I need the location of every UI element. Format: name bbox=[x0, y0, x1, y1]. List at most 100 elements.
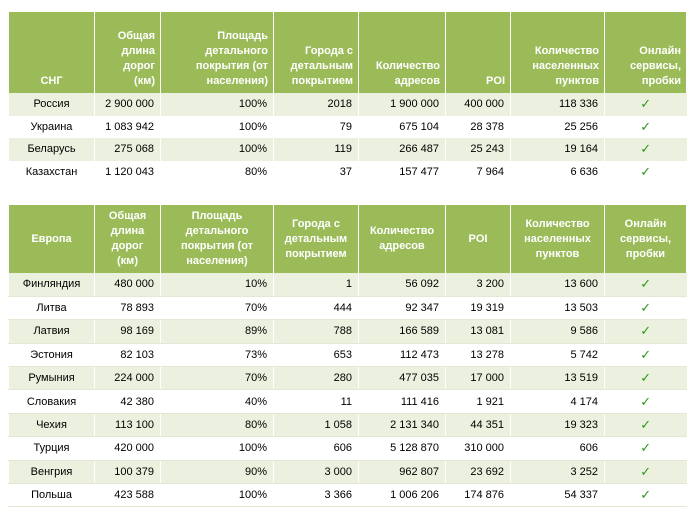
header-cell: Города с детальным покрытием bbox=[273, 12, 359, 93]
value-cell: 2018 bbox=[273, 93, 359, 116]
value-cell: 4 174 bbox=[510, 389, 605, 414]
value-cell: 118 336 bbox=[510, 93, 605, 116]
value-cell: 2 900 000 bbox=[94, 93, 161, 116]
value-cell: 423 588 bbox=[94, 483, 161, 508]
value-cell: 70% bbox=[160, 366, 274, 391]
value-cell: 25 243 bbox=[445, 138, 511, 161]
check-cell: ✓ bbox=[604, 93, 687, 116]
row-name: Латвия bbox=[8, 319, 95, 344]
table-row: Украина 1 083 942 100% 79 675 104 28 378 25 25… bbox=[8, 115, 687, 138]
check-cell: ✓ bbox=[604, 115, 687, 138]
value-cell: 100% bbox=[160, 138, 274, 161]
value-cell: 100% bbox=[160, 115, 274, 138]
value-cell: 79 bbox=[273, 115, 359, 138]
header-cell: POI bbox=[445, 205, 511, 273]
row-name: Румыния bbox=[8, 366, 95, 391]
value-cell: 54 337 bbox=[510, 483, 605, 508]
value-cell: 5 742 bbox=[510, 343, 605, 368]
value-cell: 3 366 bbox=[273, 483, 359, 508]
table-body: Финляндия 480 000 10% 1 56 092 3 200 13 600 ✓ Ли… bbox=[8, 273, 687, 508]
value-cell: 119 bbox=[273, 138, 359, 161]
table-row: Беларусь 275 068 100% 119 266 487 25 243 19 16… bbox=[8, 138, 687, 161]
row-name: Венгрия bbox=[8, 460, 95, 485]
row-name: Финляндия bbox=[8, 273, 95, 297]
row-name: Турция bbox=[8, 436, 95, 461]
header-cell: Количество населенных пунктов bbox=[510, 12, 605, 93]
header-cell: Европа bbox=[8, 205, 95, 273]
value-cell: 23 692 bbox=[445, 460, 511, 485]
row-name: Чехия bbox=[8, 413, 95, 438]
value-cell: 3 252 bbox=[510, 460, 605, 485]
header-row: Европа Общая длина дорог (км) Площадь дета… bbox=[8, 205, 687, 273]
value-cell: 19 319 bbox=[445, 296, 511, 321]
value-cell: 5 128 870 bbox=[358, 436, 446, 461]
value-cell: 962 807 bbox=[358, 460, 446, 485]
value-cell: 89% bbox=[160, 319, 274, 344]
value-cell: 653 bbox=[273, 343, 359, 368]
check-cell: ✓ bbox=[604, 296, 687, 321]
value-cell: 606 bbox=[510, 436, 605, 461]
header-cell: Количество адресов bbox=[358, 205, 446, 273]
check-cell: ✓ bbox=[604, 160, 687, 183]
check-cell: ✓ bbox=[604, 319, 687, 344]
table-row: Россия 2 900 000 100% 2018 1 900 000 400 000 1… bbox=[8, 93, 687, 116]
value-cell: 224 000 bbox=[94, 366, 161, 391]
value-cell: 444 bbox=[273, 296, 359, 321]
check-cell: ✓ bbox=[604, 483, 687, 508]
value-cell: 10% bbox=[160, 273, 274, 297]
header-cell: Онлайн сервисы, пробки bbox=[604, 205, 687, 273]
value-cell: 80% bbox=[160, 160, 274, 183]
value-cell: 266 487 bbox=[358, 138, 446, 161]
check-cell: ✓ bbox=[604, 138, 687, 161]
value-cell: 113 100 bbox=[94, 413, 161, 438]
table-row: Словакия 42 380 40% 11 111 416 1 921 4 174 ✓ bbox=[8, 389, 687, 414]
value-cell: 310 000 bbox=[445, 436, 511, 461]
table-header: СНГ Общая длина дорог (км) Площадь детальн… bbox=[8, 12, 687, 93]
header-cell: Города с детальным покрытием bbox=[273, 205, 359, 273]
table-row: Венгрия 100 379 90% 3 000 962 807 23 692 3 252… bbox=[8, 460, 687, 485]
row-name: Украина bbox=[8, 115, 95, 138]
value-cell: 1 083 942 bbox=[94, 115, 161, 138]
value-cell: 1 900 000 bbox=[358, 93, 446, 116]
data-table: СНГ Общая длина дорог (км) Площадь детальн… bbox=[8, 12, 687, 183]
value-cell: 477 035 bbox=[358, 366, 446, 391]
header-cell: Количество населенных пунктов bbox=[510, 205, 605, 273]
value-cell: 80% bbox=[160, 413, 274, 438]
header-cell: Общая длина дорог (км) bbox=[94, 12, 161, 93]
row-name: Эстония bbox=[8, 343, 95, 368]
value-cell: 100% bbox=[160, 93, 274, 116]
header-cell: Онлайн сервисы, пробки bbox=[604, 12, 687, 93]
value-cell: 82 103 bbox=[94, 343, 161, 368]
value-cell: 90% bbox=[160, 460, 274, 485]
check-cell: ✓ bbox=[604, 413, 687, 438]
check-cell: ✓ bbox=[604, 460, 687, 485]
value-cell: 70% bbox=[160, 296, 274, 321]
row-name: Словакия bbox=[8, 389, 95, 414]
table-row: Латвия 98 169 89% 788 166 589 13 081 9 586 ✓ bbox=[8, 319, 687, 344]
value-cell: 788 bbox=[273, 319, 359, 344]
data-table: Европа Общая длина дорог (км) Площадь дета… bbox=[8, 205, 687, 508]
row-name: Беларусь bbox=[8, 138, 95, 161]
value-cell: 25 256 bbox=[510, 115, 605, 138]
header-cell: Площадь детального покрытия (от населени… bbox=[160, 12, 274, 93]
value-cell: 98 169 bbox=[94, 319, 161, 344]
value-cell: 280 bbox=[273, 366, 359, 391]
check-cell: ✓ bbox=[604, 366, 687, 391]
value-cell: 73% bbox=[160, 343, 274, 368]
value-cell: 480 000 bbox=[94, 273, 161, 297]
value-cell: 6 636 bbox=[510, 160, 605, 183]
header-row: СНГ Общая длина дорог (км) Площадь детальн… bbox=[8, 12, 687, 93]
value-cell: 17 000 bbox=[445, 366, 511, 391]
header-cell: POI bbox=[445, 12, 511, 93]
table-row: Чехия 113 100 80% 1 058 2 131 340 44 351 19 32… bbox=[8, 413, 687, 438]
row-name: Казахстан bbox=[8, 160, 95, 183]
value-cell: 11 bbox=[273, 389, 359, 414]
row-name: Польша bbox=[8, 483, 95, 508]
value-cell: 7 964 bbox=[445, 160, 511, 183]
value-cell: 100% bbox=[160, 436, 274, 461]
value-cell: 9 586 bbox=[510, 319, 605, 344]
value-cell: 111 416 bbox=[358, 389, 446, 414]
row-name: Литва bbox=[8, 296, 95, 321]
table-row: Румыния 224 000 70% 280 477 035 17 000 13 519 ✓ bbox=[8, 366, 687, 391]
